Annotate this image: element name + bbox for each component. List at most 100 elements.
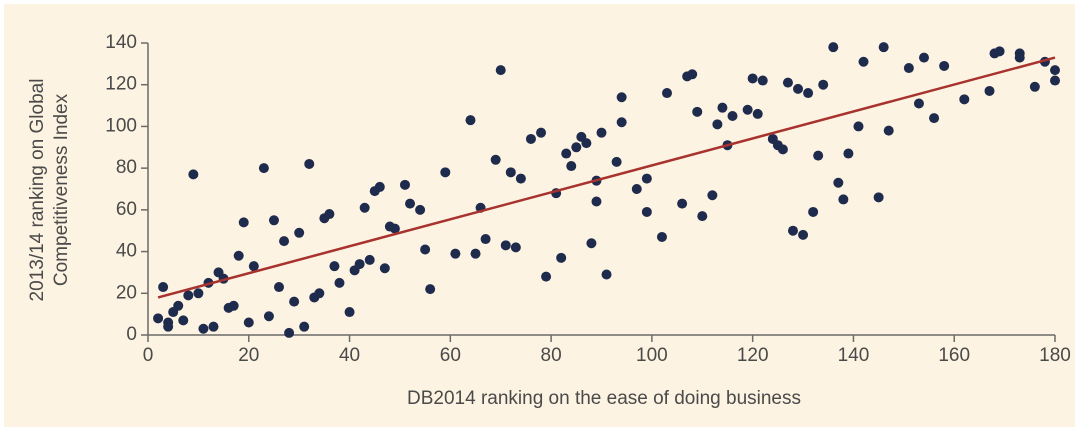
y-tick-label: 80 bbox=[116, 157, 137, 178]
point bbox=[425, 284, 436, 295]
point bbox=[1050, 65, 1060, 76]
point bbox=[268, 215, 279, 226]
point bbox=[284, 327, 295, 338]
trend-line bbox=[157, 56, 1056, 299]
point bbox=[798, 229, 809, 240]
point bbox=[843, 148, 854, 159]
point bbox=[364, 254, 375, 265]
point bbox=[873, 192, 884, 203]
point bbox=[853, 121, 864, 132]
point bbox=[263, 311, 274, 322]
point bbox=[1014, 52, 1025, 63]
point bbox=[793, 83, 804, 94]
point bbox=[500, 240, 511, 251]
y-tick-label: 60 bbox=[116, 199, 137, 220]
point bbox=[939, 60, 950, 71]
point bbox=[878, 42, 889, 53]
point bbox=[415, 204, 426, 215]
point bbox=[243, 317, 254, 328]
point bbox=[959, 94, 970, 105]
point bbox=[536, 127, 547, 138]
point bbox=[1050, 75, 1060, 86]
point bbox=[379, 263, 390, 274]
point bbox=[389, 223, 400, 234]
point bbox=[828, 42, 839, 53]
point bbox=[183, 290, 194, 301]
point bbox=[727, 111, 738, 121]
point bbox=[752, 108, 763, 119]
point bbox=[631, 184, 642, 194]
y-tick-label: 40 bbox=[116, 241, 137, 262]
point bbox=[818, 79, 829, 90]
point bbox=[188, 169, 199, 180]
x-tick-label: 80 bbox=[541, 345, 562, 366]
point bbox=[490, 154, 501, 165]
point bbox=[697, 211, 708, 222]
point bbox=[903, 63, 914, 74]
point bbox=[541, 271, 552, 282]
y-tick-label: 0 bbox=[126, 324, 137, 345]
point bbox=[586, 238, 597, 249]
y-tick-label: 100 bbox=[105, 115, 137, 136]
point bbox=[289, 296, 300, 307]
y-axis-label: 2013/14 ranking on Global Competitivenes… bbox=[27, 79, 72, 302]
point bbox=[405, 198, 416, 209]
point bbox=[707, 190, 718, 201]
point bbox=[299, 321, 310, 332]
point bbox=[601, 269, 612, 280]
point bbox=[596, 127, 607, 138]
point bbox=[495, 65, 506, 76]
x-tick-label: 120 bbox=[737, 345, 769, 366]
point bbox=[566, 161, 577, 172]
point bbox=[279, 236, 290, 247]
point bbox=[329, 261, 340, 272]
point bbox=[178, 315, 189, 326]
point bbox=[757, 75, 768, 86]
point bbox=[611, 156, 622, 167]
point bbox=[304, 158, 315, 169]
point bbox=[641, 173, 652, 184]
point bbox=[334, 277, 345, 288]
point bbox=[616, 117, 627, 128]
point bbox=[994, 46, 1005, 57]
y-axis-label-line: 2013/14 ranking on Global bbox=[27, 79, 48, 302]
point bbox=[158, 282, 169, 293]
point bbox=[833, 177, 844, 188]
point bbox=[929, 113, 940, 124]
point bbox=[198, 323, 209, 334]
x-tick-label: 100 bbox=[636, 345, 668, 366]
point bbox=[359, 202, 370, 213]
point bbox=[808, 206, 819, 217]
point bbox=[344, 307, 355, 318]
point bbox=[581, 138, 592, 149]
x-tick-label: 180 bbox=[1039, 345, 1071, 366]
point bbox=[274, 282, 285, 293]
point bbox=[525, 133, 536, 144]
point bbox=[193, 288, 204, 299]
point bbox=[616, 92, 627, 103]
point bbox=[571, 142, 582, 153]
point bbox=[777, 144, 788, 155]
point bbox=[556, 252, 567, 263]
point bbox=[465, 115, 476, 126]
point bbox=[782, 77, 793, 88]
point bbox=[913, 98, 924, 109]
point bbox=[677, 198, 688, 209]
point bbox=[656, 231, 667, 242]
point bbox=[505, 167, 516, 178]
x-tick-label: 20 bbox=[238, 345, 259, 366]
point bbox=[510, 242, 521, 253]
point bbox=[420, 244, 431, 255]
point bbox=[984, 85, 995, 96]
point bbox=[248, 261, 259, 272]
x-axis-label: DB2014 ranking on the ease of doing busi… bbox=[407, 388, 801, 409]
point bbox=[813, 150, 824, 161]
x-tick-label: 40 bbox=[339, 345, 360, 366]
point bbox=[173, 300, 184, 311]
point bbox=[803, 88, 814, 99]
point bbox=[883, 125, 894, 136]
point bbox=[561, 148, 572, 159]
y-tick-label: 140 bbox=[105, 32, 137, 53]
point bbox=[712, 119, 723, 130]
point bbox=[163, 321, 174, 332]
